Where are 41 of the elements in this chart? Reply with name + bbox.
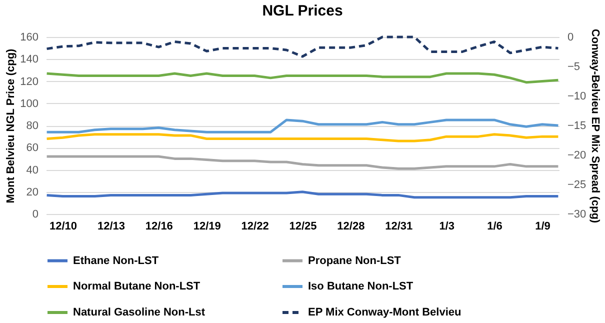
x-tick-label: 1/9	[535, 220, 550, 232]
legend-label: Normal Butane Non-LST	[73, 280, 200, 292]
x-tick-label: 12/16	[145, 220, 173, 232]
y2-tick-label: −20	[568, 150, 586, 162]
x-tick-label: 12/22	[241, 220, 269, 232]
x-tick-label: 12/31	[385, 220, 413, 232]
x-tick-label: 12/28	[337, 220, 365, 232]
y2-tick-label: −10	[568, 90, 586, 102]
legend-label: Natural Gasoline Non-Lst	[73, 306, 206, 318]
x-tick-label: 1/6	[487, 220, 502, 232]
y2-tick-label: −5	[568, 61, 580, 73]
x-tick-label: 12/19	[193, 220, 221, 232]
y2-tick-label: −30	[568, 208, 586, 220]
legend-label: Ethane Non-LST	[73, 254, 159, 267]
y-axis-title: Mont Belvieu NGL Price (cpg)	[5, 48, 18, 204]
x-tick-label: 12/10	[50, 220, 78, 232]
chart-title: NGL Prices	[262, 2, 343, 20]
x-tick-label: 1/3	[439, 220, 454, 232]
line-series	[46, 36, 560, 58]
y-tick-label: 80	[26, 120, 38, 132]
line-series	[46, 155, 560, 170]
y2-tick-label: 0	[568, 32, 574, 44]
y2-axis-title: Conway-Belvieu EP Mix Spread (cpg)	[589, 28, 602, 224]
line-series	[46, 133, 560, 142]
x-tick-label: 12/25	[289, 220, 317, 232]
y2-tick-label: −15	[568, 120, 586, 132]
y-tick-label: 160	[20, 32, 38, 44]
y2-tick-label: −25	[568, 179, 586, 191]
legend-label: Iso Butane Non-LST	[308, 280, 414, 292]
x-tick-label: 12/13	[97, 220, 125, 232]
y-tick-label: 40	[26, 164, 38, 176]
y-tick-label: 140	[20, 54, 38, 66]
y-tick-label: 0	[32, 208, 38, 220]
y-tick-label: 100	[20, 98, 38, 110]
y-tick-label: 20	[26, 186, 38, 198]
legend-label: EP Mix Conway-Mont Belvieu	[308, 306, 462, 318]
legend-label: Propane Non-LST	[308, 254, 402, 267]
line-series	[46, 72, 560, 84]
y-tick-label: 120	[20, 76, 38, 88]
y-tick-label: 60	[26, 142, 38, 154]
line-series	[46, 118, 560, 134]
